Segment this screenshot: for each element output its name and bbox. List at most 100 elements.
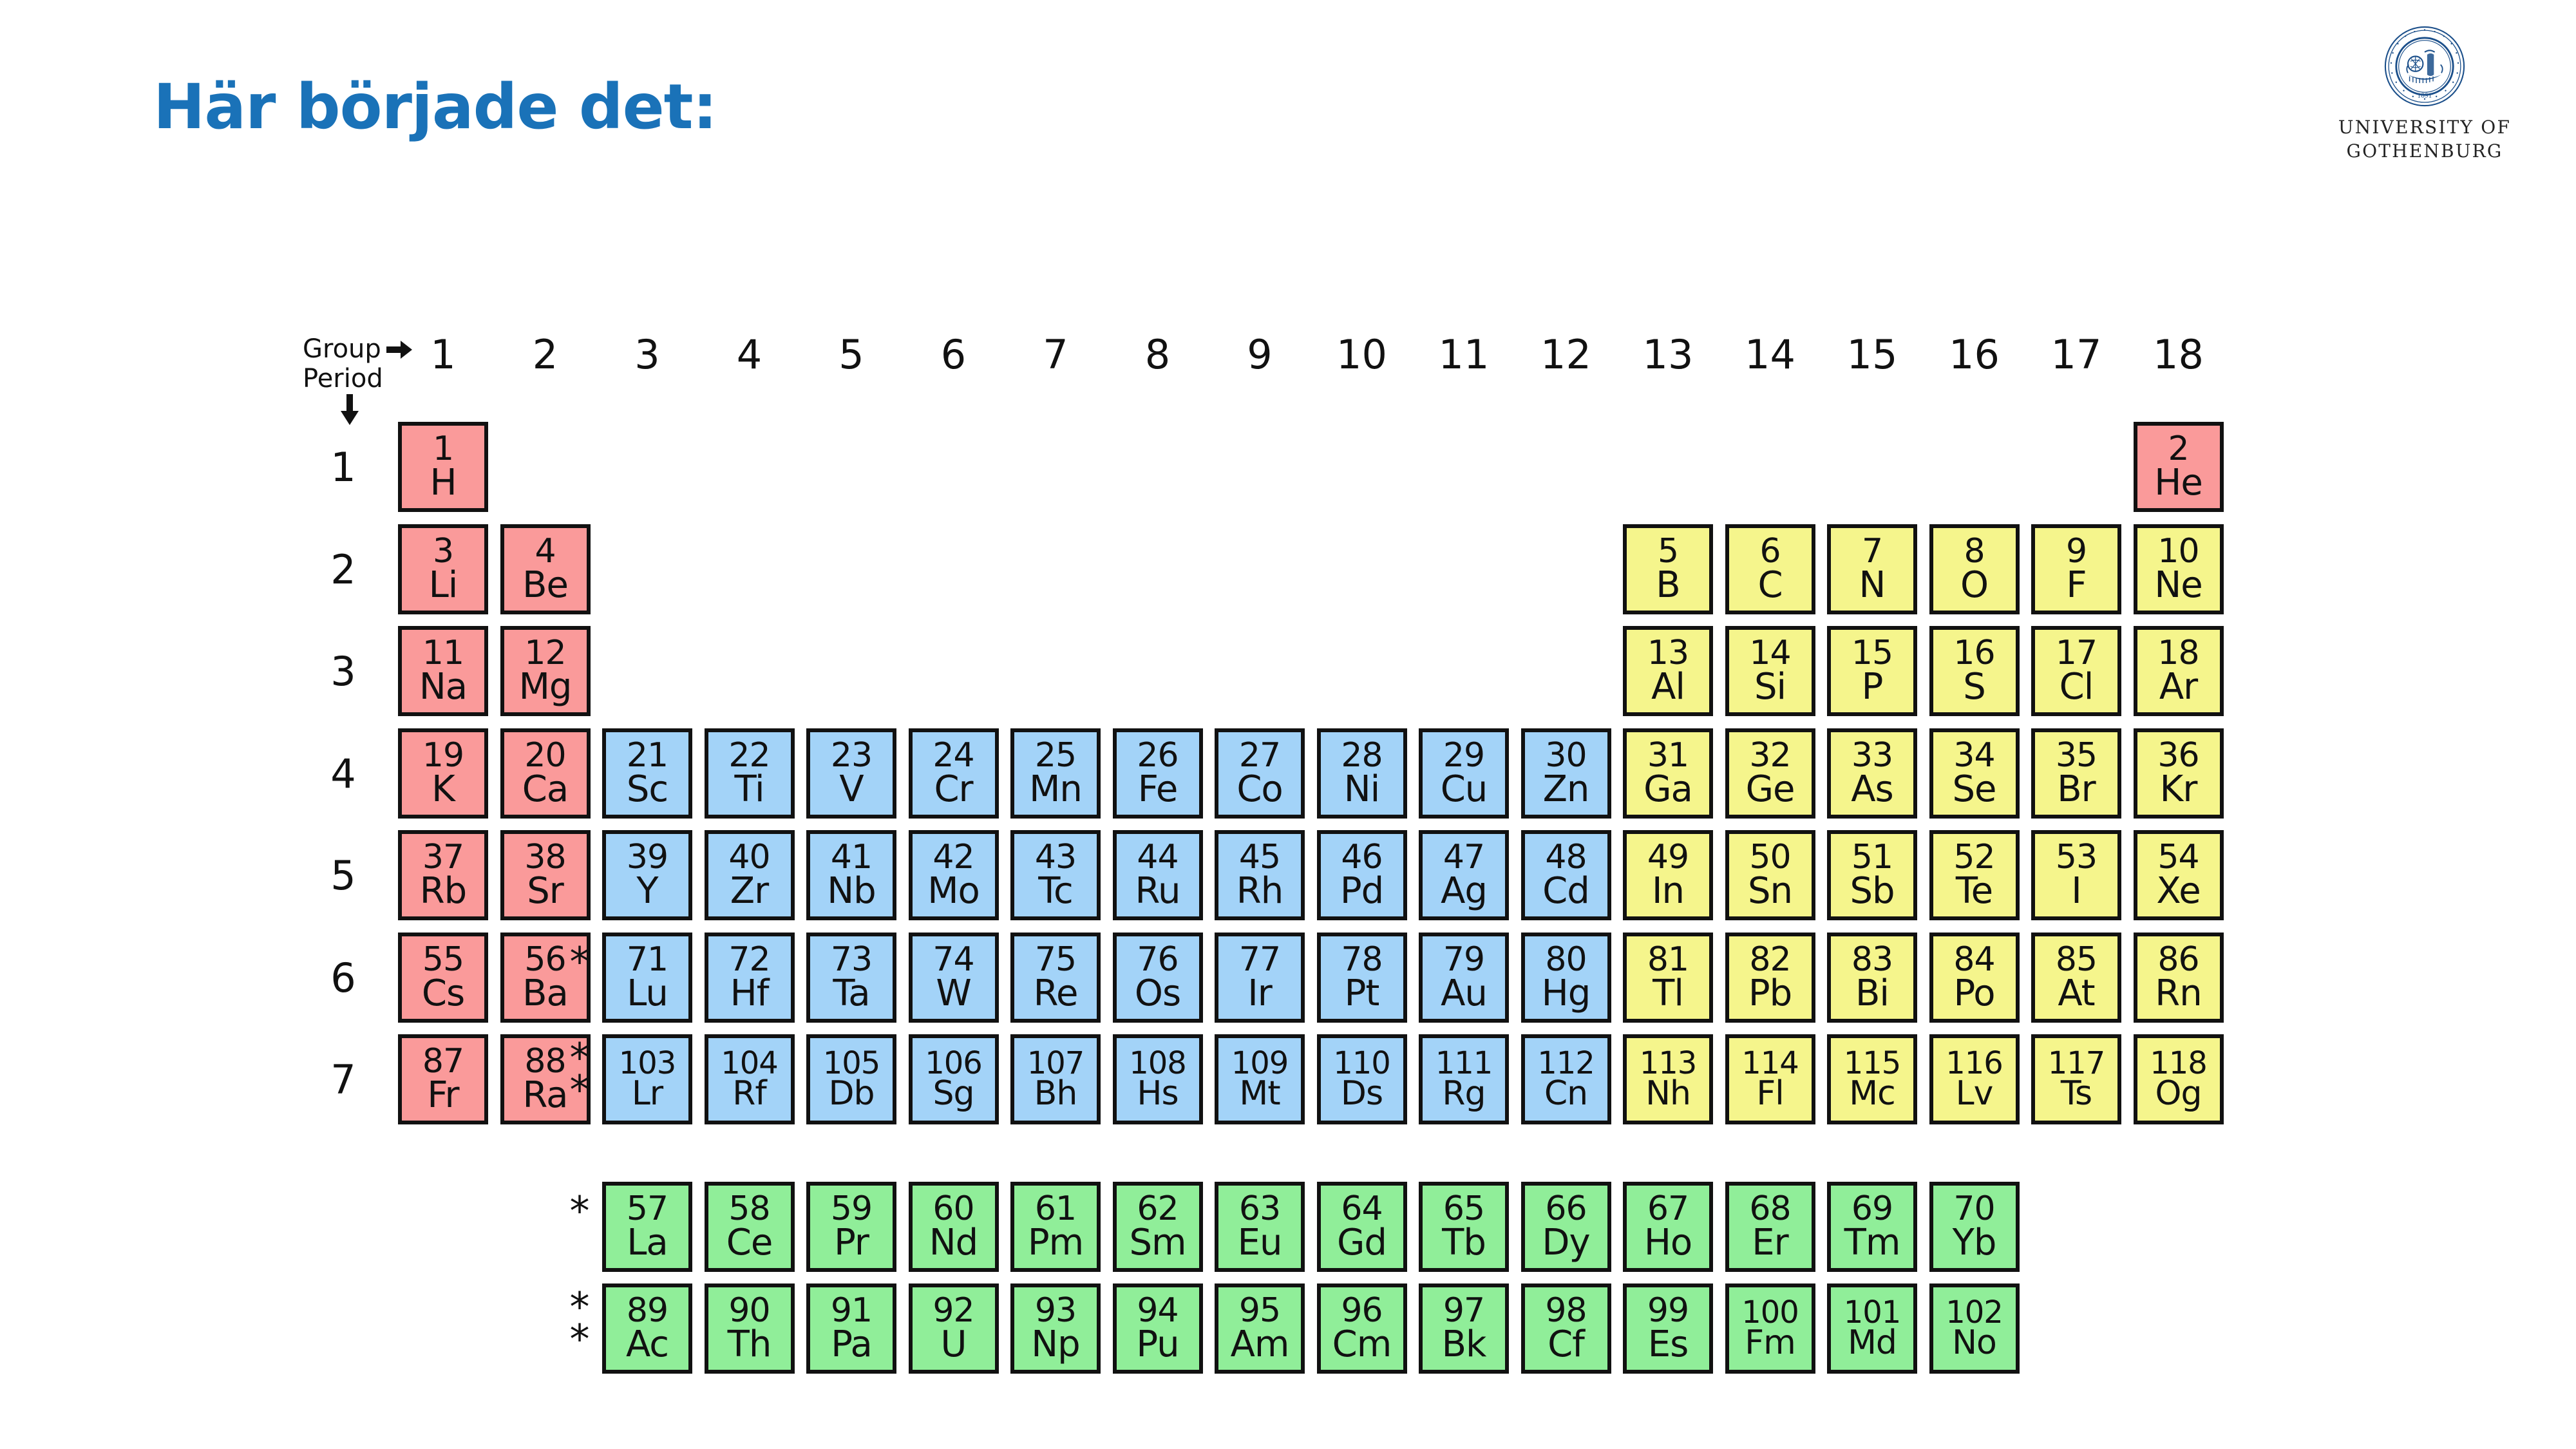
element-cell-Cu[interactable]: 29 Cu: [1419, 728, 1509, 819]
element-cell-Cl[interactable]: 17 Cl: [2031, 626, 2121, 716]
element-cell-Po[interactable]: 84 Po: [1929, 932, 2020, 1023]
element-cell-Th[interactable]: 90 Th: [704, 1283, 795, 1374]
element-cell-Mc[interactable]: 115 Mc: [1827, 1034, 1917, 1124]
element-cell-Pd[interactable]: 46 Pd: [1316, 830, 1407, 920]
element-cell-Nb[interactable]: 41 Nb: [806, 830, 896, 920]
element-cell-Y[interactable]: 39 Y: [602, 830, 692, 920]
element-cell-Eu[interactable]: 63 Eu: [1215, 1181, 1305, 1272]
element-cell-Se[interactable]: 34 Se: [1929, 728, 2020, 819]
element-cell-Nd[interactable]: 60 Nd: [908, 1181, 999, 1272]
element-cell-V[interactable]: 23 V: [806, 728, 896, 819]
element-cell-Yb[interactable]: 70 Yb: [1929, 1181, 2020, 1272]
element-cell-Au[interactable]: 79 Au: [1419, 932, 1509, 1023]
element-cell-Ir[interactable]: 77 Ir: [1215, 932, 1305, 1023]
element-cell-Xe[interactable]: 54 Xe: [2133, 830, 2224, 920]
element-cell-Cr[interactable]: 24 Cr: [908, 728, 999, 819]
element-cell-Tb[interactable]: 65 Tb: [1419, 1181, 1509, 1272]
element-cell-La[interactable]: 57 La: [602, 1181, 692, 1272]
element-cell-Ta[interactable]: 73 Ta: [806, 932, 896, 1023]
element-cell-Tl[interactable]: 81 Tl: [1623, 932, 1713, 1023]
element-cell-Bi[interactable]: 83 Bi: [1827, 932, 1917, 1023]
element-cell-Rf[interactable]: 104 Rf: [704, 1034, 795, 1124]
element-cell-Co[interactable]: 27 Co: [1215, 728, 1305, 819]
element-cell-No[interactable]: 102 No: [1929, 1283, 2020, 1374]
element-cell-Rn[interactable]: 86 Rn: [2133, 932, 2224, 1023]
element-cell-Mn[interactable]: 25 Mn: [1010, 728, 1101, 819]
element-cell-Be[interactable]: 4 Be: [500, 524, 591, 614]
element-cell-W[interactable]: 74 W: [908, 932, 999, 1023]
element-cell-Np[interactable]: 93 Np: [1010, 1283, 1101, 1374]
element-cell-Pu[interactable]: 94 Pu: [1112, 1283, 1203, 1374]
element-cell-Ga[interactable]: 31 Ga: [1623, 728, 1713, 819]
element-cell-Sr[interactable]: 38 Sr: [500, 830, 591, 920]
element-cell-At[interactable]: 85 At: [2031, 932, 2121, 1023]
element-cell-Si[interactable]: 14 Si: [1725, 626, 1815, 716]
element-cell-Cd[interactable]: 48 Cd: [1520, 830, 1611, 920]
element-cell-Ne[interactable]: 10 Ne: [2133, 524, 2224, 614]
element-cell-P[interactable]: 15 P: [1827, 626, 1917, 716]
element-cell-Fr[interactable]: 87 Fr: [398, 1034, 488, 1124]
element-cell-Bh[interactable]: 107 Bh: [1010, 1034, 1101, 1124]
element-cell-Db[interactable]: 105 Db: [806, 1034, 896, 1124]
element-cell-Rb[interactable]: 37 Rb: [398, 830, 488, 920]
element-cell-U[interactable]: 92 U: [908, 1283, 999, 1374]
element-cell-Pb[interactable]: 82 Pb: [1725, 932, 1815, 1023]
element-cell-Na[interactable]: 11 Na: [398, 626, 488, 716]
element-cell-Gd[interactable]: 64 Gd: [1316, 1181, 1407, 1272]
element-cell-Ar[interactable]: 18 Ar: [2133, 626, 2224, 716]
element-cell-Ds[interactable]: 110 Ds: [1316, 1034, 1407, 1124]
element-cell-Pr[interactable]: 59 Pr: [806, 1181, 896, 1272]
element-cell-Cs[interactable]: 55 Cs: [398, 932, 488, 1023]
element-cell-I[interactable]: 53 I: [2031, 830, 2121, 920]
element-cell-Ca[interactable]: 20 Ca: [500, 728, 591, 819]
element-cell-Ba[interactable]: 56 Ba: [500, 932, 591, 1023]
element-cell-S[interactable]: 16 S: [1929, 626, 2020, 716]
element-cell-Sm[interactable]: 62 Sm: [1112, 1181, 1203, 1272]
element-cell-Pt[interactable]: 78 Pt: [1316, 932, 1407, 1023]
element-cell-Sc[interactable]: 21 Sc: [602, 728, 692, 819]
element-cell-Er[interactable]: 68 Er: [1725, 1181, 1815, 1272]
element-cell-Dy[interactable]: 66 Dy: [1520, 1181, 1611, 1272]
element-cell-Ce[interactable]: 58 Ce: [704, 1181, 795, 1272]
element-cell-Ho[interactable]: 67 Ho: [1623, 1181, 1713, 1272]
element-cell-Es[interactable]: 99 Es: [1623, 1283, 1713, 1374]
element-cell-Mt[interactable]: 109 Mt: [1215, 1034, 1305, 1124]
element-cell-Sb[interactable]: 51 Sb: [1827, 830, 1917, 920]
element-cell-Kr[interactable]: 36 Kr: [2133, 728, 2224, 819]
element-cell-Sg[interactable]: 106 Sg: [908, 1034, 999, 1124]
element-cell-Ni[interactable]: 28 Ni: [1316, 728, 1407, 819]
element-cell-Sn[interactable]: 50 Sn: [1725, 830, 1815, 920]
element-cell-Zr[interactable]: 40 Zr: [704, 830, 795, 920]
element-cell-Tm[interactable]: 69 Tm: [1827, 1181, 1917, 1272]
element-cell-Ru[interactable]: 44 Ru: [1112, 830, 1203, 920]
element-cell-Rh[interactable]: 45 Rh: [1215, 830, 1305, 920]
element-cell-Hg[interactable]: 80 Hg: [1520, 932, 1611, 1023]
element-cell-Ag[interactable]: 47 Ag: [1419, 830, 1509, 920]
element-cell-In[interactable]: 49 In: [1623, 830, 1713, 920]
element-cell-Mg[interactable]: 12 Mg: [500, 626, 591, 716]
element-cell-Fe[interactable]: 26 Fe: [1112, 728, 1203, 819]
element-cell-He[interactable]: 2 He: [2133, 422, 2224, 512]
element-cell-Ra[interactable]: 88 Ra: [500, 1034, 591, 1124]
element-cell-Hs[interactable]: 108 Hs: [1112, 1034, 1203, 1124]
element-cell-Cm[interactable]: 96 Cm: [1316, 1283, 1407, 1374]
element-cell-Hf[interactable]: 72 Hf: [704, 932, 795, 1023]
element-cell-Ts[interactable]: 117 Ts: [2031, 1034, 2121, 1124]
element-cell-Tc[interactable]: 43 Tc: [1010, 830, 1101, 920]
element-cell-Mo[interactable]: 42 Mo: [908, 830, 999, 920]
element-cell-Re[interactable]: 75 Re: [1010, 932, 1101, 1023]
element-cell-Zn[interactable]: 30 Zn: [1520, 728, 1611, 819]
element-cell-Og[interactable]: 118 Og: [2133, 1034, 2224, 1124]
element-cell-K[interactable]: 19 K: [398, 728, 488, 819]
element-cell-Lv[interactable]: 116 Lv: [1929, 1034, 2020, 1124]
element-cell-Ac[interactable]: 89 Ac: [602, 1283, 692, 1374]
element-cell-Bk[interactable]: 97 Bk: [1419, 1283, 1509, 1374]
element-cell-Te[interactable]: 52 Te: [1929, 830, 2020, 920]
element-cell-Lr[interactable]: 103 Lr: [602, 1034, 692, 1124]
